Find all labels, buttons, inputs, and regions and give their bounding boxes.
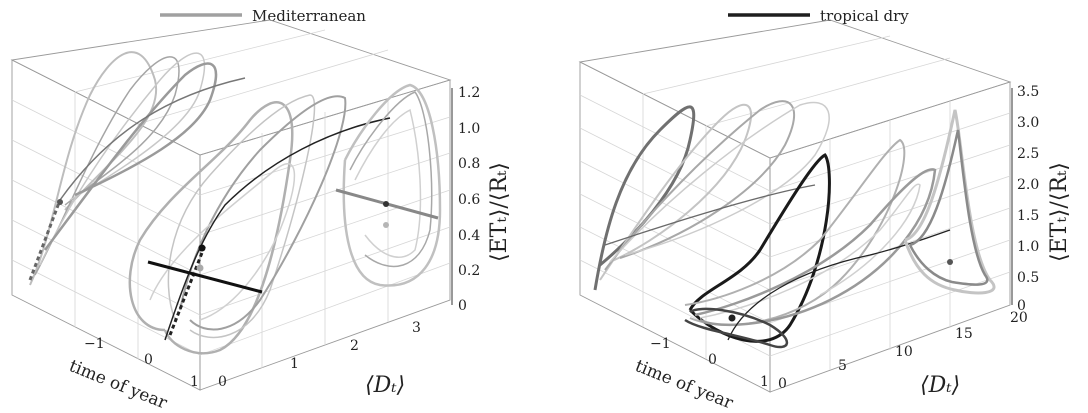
left-y-tick-2: 2: [350, 338, 359, 354]
left-z-tick-0.2: 0.2: [458, 263, 480, 279]
left-proj-loop-1: [29, 51, 158, 286]
right-y-tick-5: 5: [838, 358, 847, 374]
right-z-tick-3.5: 3.5: [1017, 84, 1039, 100]
left-proj-loop-3: [39, 52, 206, 266]
left-z-tick-0.8: 0.8: [458, 156, 480, 172]
right-y-tick-0: 0: [778, 376, 787, 392]
right-z-axis-label: ⟨ETₜ⟩/⟨Rₜ⟩: [1047, 162, 1072, 262]
right-z-tick-2.0: 2.0: [1017, 177, 1039, 193]
tropical-proj-loop-3: [604, 100, 795, 271]
left-z-axis-label: ⟨ETₜ⟩/⟨Rₜ⟩: [487, 162, 512, 262]
right-z-tick-0.5: 0.5: [1017, 270, 1039, 286]
center-loop-4: [149, 163, 296, 321]
left-z-tick-1.2: 1.2: [458, 85, 480, 101]
left-proj-dashed: [28, 199, 62, 281]
left-x-tick-neg1: −1: [84, 336, 105, 352]
right-z-axis: 3.5 3.0 2.5 2.0 1.5 1.0 0.5 0 ⟨ETₜ⟩/⟨Rₜ⟩: [1011, 84, 1072, 314]
left-x-axis-label: time of year: [66, 356, 170, 413]
left-z-tick-0.4: 0.4: [458, 228, 480, 244]
right-y-tick-15: 15: [955, 326, 973, 342]
tropical-lower-loop: [684, 307, 789, 349]
tropical-point: [728, 314, 736, 322]
center-bar: [147, 260, 263, 294]
tropical-curve: [727, 229, 951, 341]
center-loop-3: [179, 95, 347, 331]
right-panel: tropical dry: [578, 7, 1072, 413]
center-dashed: [168, 244, 207, 336]
legend-label-tropical-dry: tropical dry: [820, 7, 909, 25]
left-x-tick-0: 0: [144, 352, 153, 368]
left-z-tick-labels: 1.2 1.0 0.8 0.6 0.4 0.2 0: [458, 85, 480, 314]
left-proj-curve: [59, 77, 246, 201]
right-proj-loop-1: [342, 83, 442, 287]
right-x-tick-1: 1: [760, 374, 769, 390]
center-curve: [164, 117, 391, 341]
right-z-tick-1.5: 1.5: [1017, 208, 1039, 224]
right-z-tick-3.0: 3.0: [1017, 115, 1039, 131]
right-z-tick-1.0: 1.0: [1017, 239, 1039, 255]
right-y-axis: 0 5 10 15 20 ⟨Dₜ⟩: [778, 310, 1028, 398]
left-traces: [28, 51, 442, 355]
right-x-axis: −1 0 1 time of year: [632, 336, 769, 413]
left-y-tick-1: 1: [290, 356, 299, 372]
left-proj-loop-4: [43, 62, 218, 251]
right-proj-point: [383, 201, 389, 207]
right-x-tick-0: 0: [708, 352, 717, 368]
left-y-tick-3: 3: [412, 320, 421, 336]
left-z-tick-0.6: 0.6: [458, 192, 480, 208]
tropical-right-loop-1: [903, 109, 996, 295]
left-z-axis: 1.2 1.0 0.8 0.6 0.4 0.2 0 ⟨ETₜ⟩/⟨Rₜ⟩: [451, 85, 512, 314]
left-y-tick-0: 0: [218, 374, 227, 390]
right-z-tick-2.5: 2.5: [1017, 146, 1039, 162]
tropical-proj-loop-2: [599, 103, 752, 281]
right-grid: [578, 19, 1012, 393]
left-proj-point: [57, 199, 63, 205]
left-panel: Mediterranean: [10, 7, 512, 413]
tropical-right-point: [947, 259, 953, 265]
left-x-tick-1: 1: [190, 374, 199, 390]
center-gray-point: [196, 264, 204, 272]
left-y-axis-label: ⟨Dₜ⟩: [365, 373, 405, 398]
right-y-axis-label: ⟨Dₜ⟩: [920, 373, 960, 398]
tropical-proj-loop-4: [609, 101, 830, 263]
right-proj-gray-point: [383, 222, 389, 228]
right-proj-loop-3: [354, 108, 422, 258]
center-point: [198, 244, 206, 252]
left-y-axis: 0 1 2 3 ⟨Dₜ⟩: [218, 320, 421, 398]
right-proj-loop-2: [349, 91, 433, 268]
right-traces: [593, 100, 996, 349]
left-z-tick-1.0: 1.0: [458, 121, 480, 137]
center-loop-1: [128, 101, 294, 355]
tropical-right-loop-2: [908, 129, 989, 286]
left-proj-loop-2: [34, 56, 180, 276]
right-y-tick-20: 20: [1010, 310, 1028, 326]
left-z-tick-0: 0: [458, 298, 467, 314]
right-y-tick-10: 10: [895, 344, 913, 360]
right-x-axis-label: time of year: [632, 356, 736, 413]
tropical-loop-2: [684, 138, 906, 326]
tropical-loop-4: [699, 183, 921, 319]
legend-label-mediterranean: Mediterranean: [252, 7, 366, 25]
tropical-proj-curve: [604, 184, 816, 246]
tropical-loop-3: [694, 168, 937, 327]
right-z-tick-0: 0: [1017, 298, 1026, 314]
right-x-tick-neg1: −1: [650, 336, 671, 352]
center-loop-2: [167, 94, 316, 339]
tropical-loop-1: [688, 153, 831, 343]
